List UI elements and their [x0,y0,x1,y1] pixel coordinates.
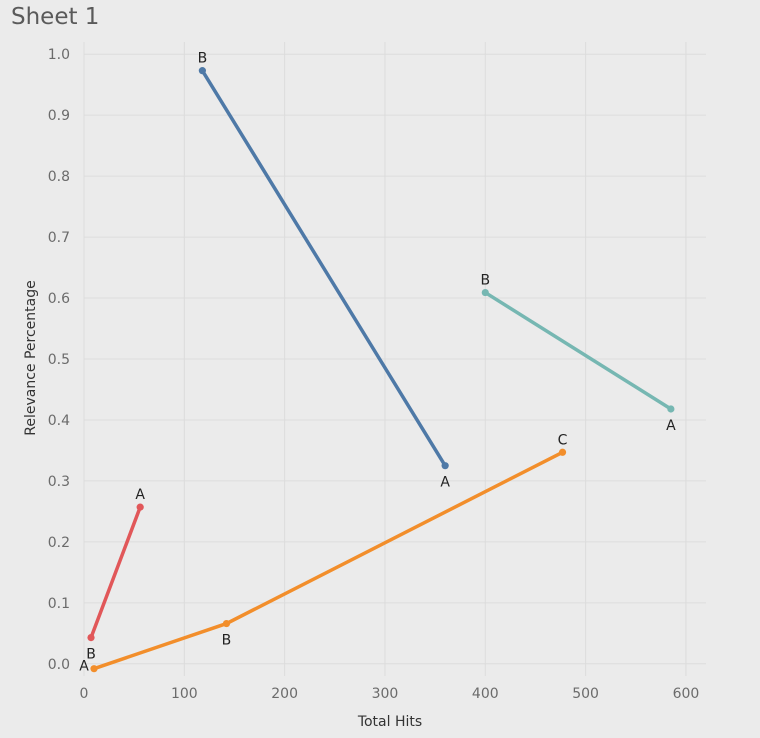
data-point[interactable] [222,619,231,628]
y-tick-label: 0.0 [48,657,70,673]
data-point[interactable] [558,448,567,456]
point-label: A [440,475,450,491]
data-point[interactable] [198,67,206,75]
y-axis-title: Relevance Percentage [23,280,39,435]
x-tick-label: 400 [472,686,499,702]
series-line [200,68,447,468]
series-line [89,505,142,640]
x-tick-label: 0 [80,686,89,702]
series-line [483,290,673,411]
data-point[interactable] [136,503,144,511]
y-tick-label: 0.5 [48,352,70,368]
y-tick-label: 0.8 [48,169,70,185]
point-label: B [86,647,96,663]
data-point[interactable] [441,462,449,470]
y-tick-label: 0.1 [48,596,70,612]
y-tick-label: 0.4 [48,413,70,429]
x-tick-label: 200 [271,686,298,702]
point-label: A [79,659,89,675]
series-2: BA [480,273,676,434]
point-label: B [222,633,232,649]
y-tick-label: 0.6 [48,291,70,307]
series-4: ABC [79,432,567,674]
y-tick-label: 0.3 [48,474,70,490]
data-point[interactable] [90,665,98,673]
tick-labels: 0 100 200 300 400 500 600 0.0 0.1 0.2 0.3 0.4 0.5 0.6… [48,47,700,702]
series-line [92,450,565,671]
series-3: BA [86,487,145,662]
x-tick-label: 300 [372,686,399,702]
data-point[interactable] [667,405,675,413]
point-label: C [558,432,568,448]
sheet-title: Sheet 1 [11,4,100,30]
x-tick-label: 600 [673,686,700,702]
y-tick-label: 1.0 [48,47,70,63]
y-tick-label: 0.2 [48,535,70,551]
series-1: BA [198,51,451,491]
x-tick-label: 500 [572,686,599,702]
data-point[interactable] [87,633,95,642]
point-label: A [666,418,676,434]
y-tick-label: 0.7 [48,230,70,246]
point-label: B [480,273,490,289]
point-label: B [198,51,208,67]
x-axis-title: Total Hits [357,714,422,730]
data-point[interactable] [481,288,489,297]
x-tick-label: 100 [171,686,198,702]
y-tick-label: 0.9 [48,108,70,124]
gridlines [83,42,706,676]
point-label: A [135,487,145,503]
